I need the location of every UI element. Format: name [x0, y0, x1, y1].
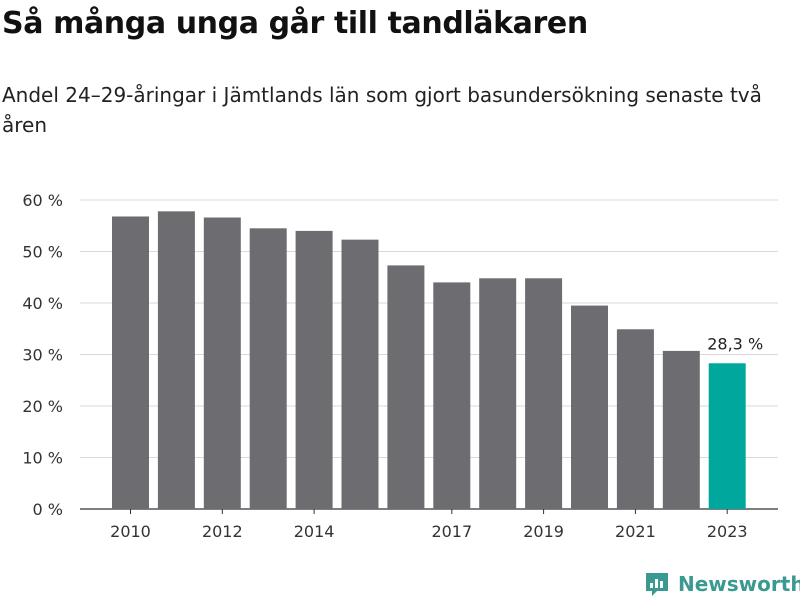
bar-2022	[662, 350, 700, 509]
newsworthy-logo-icon	[646, 573, 668, 596]
bar-2019	[525, 278, 563, 509]
bar-2011	[157, 211, 195, 509]
x-tick-label: 2019	[523, 522, 564, 541]
grid-lines	[80, 199, 778, 514]
brand-name: Newsworthy	[678, 572, 800, 596]
y-tick-label: 30 %	[22, 346, 63, 365]
bar-2023	[708, 363, 746, 509]
axis-labels: 0 % 10 % 20 % 30 % 40 % 50 % 60 % 2010 2012 2014 2…	[22, 191, 763, 541]
x-tick-label: 2017	[431, 522, 472, 541]
bar-2018	[479, 278, 517, 509]
y-tick-label: 60 %	[22, 191, 63, 210]
bar-2015	[341, 239, 379, 509]
y-tick-label: 10 %	[22, 449, 63, 468]
x-tick-label: 2014	[294, 522, 335, 541]
x-tick-label: 2012	[202, 522, 243, 541]
x-tick-label: 2021	[615, 522, 656, 541]
x-tick-label: 2023	[707, 522, 748, 541]
chart-subtitle: Andel 24–29-åringar i Jämtlands län som …	[2, 83, 762, 137]
x-tick-label: 2010	[110, 522, 151, 541]
y-tick-label: 50 %	[22, 243, 63, 262]
y-tick-label: 40 %	[22, 294, 63, 313]
bar-2016	[387, 265, 425, 509]
value-annotation: 28,3 %	[707, 334, 763, 353]
brand-logo: Newsworthy	[644, 569, 800, 599]
bar-2012	[203, 217, 241, 509]
y-tick-label: 0 %	[33, 500, 63, 519]
bar-2020	[571, 305, 608, 509]
bar-2017	[433, 282, 471, 509]
bar-2010	[112, 216, 149, 510]
y-tick-label: 20 %	[22, 397, 63, 416]
bars	[112, 211, 746, 510]
bar-2021	[616, 329, 654, 509]
chart-title: Så många unga går till tandläkaren	[2, 6, 588, 41]
bar-2013	[249, 228, 287, 509]
bar-2014	[295, 230, 333, 509]
